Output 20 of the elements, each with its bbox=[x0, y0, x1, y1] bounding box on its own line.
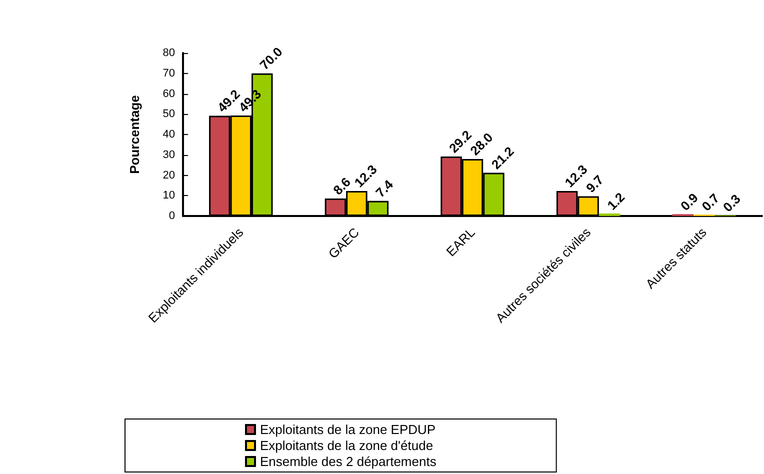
y-tick-label: 10 bbox=[162, 190, 175, 202]
data-label: 7.4 bbox=[372, 176, 397, 200]
data-label: 70.0 bbox=[256, 44, 286, 73]
y-tick-label: 0 bbox=[168, 210, 175, 222]
legend-label: Exploitants de la zone EPDUP bbox=[260, 422, 436, 437]
data-label: 1.2 bbox=[604, 189, 628, 213]
data-label: 0.9 bbox=[678, 190, 701, 214]
y-tick-label: 70 bbox=[162, 67, 175, 80]
y-tick-label: 20 bbox=[162, 169, 175, 182]
legend-label: Ensemble des 2 départements bbox=[260, 454, 437, 469]
y-tick-label: 30 bbox=[162, 148, 175, 161]
data-label: 0.3 bbox=[720, 191, 744, 215]
y-tick-label: 60 bbox=[162, 88, 175, 100]
y-axis-title: Pourcentage bbox=[127, 95, 142, 174]
y-tick-label: 80 bbox=[162, 47, 175, 59]
y-tick-label: 50 bbox=[162, 108, 175, 120]
y-tick-label: 40 bbox=[162, 128, 175, 140]
data-label: 8.6 bbox=[330, 174, 354, 198]
legend-label: Exploitants de la zone d'étude bbox=[260, 438, 434, 453]
data-label: 0.7 bbox=[698, 190, 722, 214]
